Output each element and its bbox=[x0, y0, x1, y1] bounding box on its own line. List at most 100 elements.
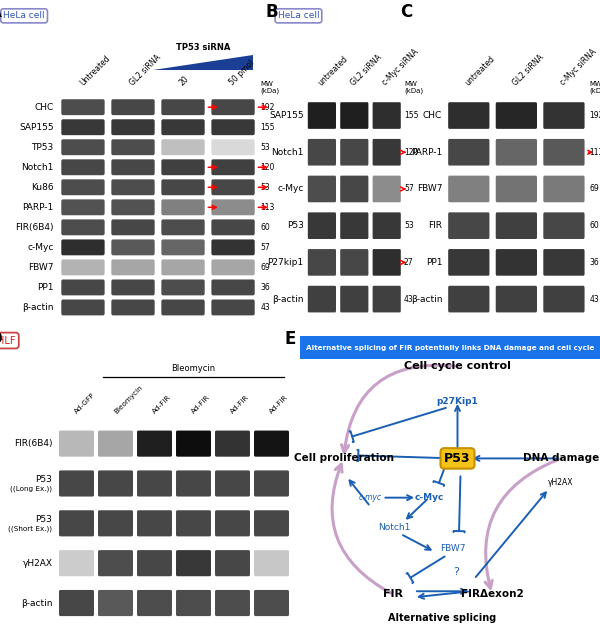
FancyBboxPatch shape bbox=[215, 510, 250, 537]
Text: FBW7: FBW7 bbox=[440, 545, 466, 554]
FancyBboxPatch shape bbox=[308, 175, 336, 203]
Text: γH2AX: γH2AX bbox=[548, 478, 574, 487]
Text: TP53 siRNA: TP53 siRNA bbox=[176, 43, 230, 52]
Text: Alternative splicing: Alternative splicing bbox=[388, 613, 497, 623]
Text: 155: 155 bbox=[260, 123, 275, 131]
FancyBboxPatch shape bbox=[373, 249, 401, 276]
FancyBboxPatch shape bbox=[543, 139, 584, 165]
Text: 60: 60 bbox=[260, 223, 270, 232]
Text: c-Myc siRNA: c-Myc siRNA bbox=[559, 48, 598, 87]
Text: FIR: FIR bbox=[428, 221, 442, 230]
Text: Ku86: Ku86 bbox=[31, 183, 54, 192]
Text: c-Myc: c-Myc bbox=[415, 493, 443, 502]
FancyBboxPatch shape bbox=[211, 220, 255, 235]
Text: Ad-GFP: Ad-GFP bbox=[74, 392, 97, 415]
Text: p27Kip1: p27Kip1 bbox=[437, 396, 478, 406]
FancyBboxPatch shape bbox=[61, 99, 104, 115]
FancyBboxPatch shape bbox=[215, 550, 250, 576]
Text: Untreated: Untreated bbox=[78, 54, 112, 87]
Text: MW
(kDa): MW (kDa) bbox=[589, 81, 600, 94]
FancyBboxPatch shape bbox=[137, 510, 172, 537]
FancyBboxPatch shape bbox=[543, 102, 584, 129]
Text: DNA damage: DNA damage bbox=[523, 454, 599, 464]
FancyBboxPatch shape bbox=[112, 179, 155, 195]
FancyBboxPatch shape bbox=[112, 139, 155, 155]
FancyBboxPatch shape bbox=[340, 102, 368, 129]
Text: HeLa cell: HeLa cell bbox=[4, 11, 45, 20]
FancyBboxPatch shape bbox=[308, 249, 336, 276]
FancyBboxPatch shape bbox=[98, 431, 133, 457]
Text: CHC: CHC bbox=[35, 103, 54, 112]
FancyBboxPatch shape bbox=[137, 470, 172, 496]
Text: Ad-FIR: Ad-FIR bbox=[152, 394, 173, 415]
Text: FIRΔexon2: FIRΔexon2 bbox=[461, 589, 523, 599]
Text: MW
(kDa): MW (kDa) bbox=[404, 81, 423, 94]
FancyBboxPatch shape bbox=[448, 175, 490, 203]
FancyBboxPatch shape bbox=[161, 259, 205, 276]
FancyBboxPatch shape bbox=[161, 199, 205, 215]
Text: Bleomycin: Bleomycin bbox=[172, 364, 215, 373]
FancyBboxPatch shape bbox=[61, 279, 104, 296]
FancyBboxPatch shape bbox=[112, 220, 155, 235]
FancyBboxPatch shape bbox=[61, 199, 104, 215]
Text: FIR(6B4): FIR(6B4) bbox=[16, 223, 54, 232]
FancyBboxPatch shape bbox=[211, 179, 255, 195]
Text: Ad-FIR: Ad-FIR bbox=[191, 394, 212, 415]
FancyBboxPatch shape bbox=[112, 99, 155, 115]
FancyBboxPatch shape bbox=[161, 240, 205, 255]
FancyBboxPatch shape bbox=[215, 590, 250, 616]
Text: ?: ? bbox=[453, 567, 459, 577]
FancyBboxPatch shape bbox=[496, 213, 537, 239]
FancyBboxPatch shape bbox=[137, 550, 172, 576]
FancyBboxPatch shape bbox=[211, 279, 255, 296]
FancyBboxPatch shape bbox=[61, 299, 104, 315]
Text: c-Myc siRNA: c-Myc siRNA bbox=[381, 48, 421, 87]
FancyBboxPatch shape bbox=[308, 213, 336, 239]
FancyBboxPatch shape bbox=[448, 286, 490, 313]
Text: 27: 27 bbox=[404, 258, 413, 267]
Text: Notch1: Notch1 bbox=[379, 523, 410, 532]
Text: 69: 69 bbox=[589, 184, 599, 194]
FancyBboxPatch shape bbox=[496, 102, 537, 129]
FancyBboxPatch shape bbox=[61, 220, 104, 235]
FancyBboxPatch shape bbox=[373, 286, 401, 313]
Text: β-actin: β-actin bbox=[22, 303, 54, 312]
Text: 69: 69 bbox=[260, 263, 270, 272]
FancyBboxPatch shape bbox=[59, 510, 94, 537]
Text: E: E bbox=[285, 330, 296, 348]
Text: c-Myc: c-Myc bbox=[277, 184, 304, 194]
FancyBboxPatch shape bbox=[61, 120, 104, 135]
FancyBboxPatch shape bbox=[254, 550, 289, 576]
Text: Ad-FIR: Ad-FIR bbox=[230, 394, 251, 415]
FancyBboxPatch shape bbox=[161, 99, 205, 115]
FancyBboxPatch shape bbox=[211, 199, 255, 215]
FancyBboxPatch shape bbox=[340, 286, 368, 313]
FancyArrowPatch shape bbox=[485, 459, 559, 588]
Text: CHC: CHC bbox=[423, 111, 442, 120]
FancyBboxPatch shape bbox=[300, 336, 600, 359]
FancyBboxPatch shape bbox=[496, 139, 537, 165]
FancyBboxPatch shape bbox=[448, 102, 490, 129]
Text: 120: 120 bbox=[404, 148, 418, 157]
FancyBboxPatch shape bbox=[176, 431, 211, 457]
Text: HeLa cell: HeLa cell bbox=[278, 11, 319, 20]
FancyBboxPatch shape bbox=[176, 590, 211, 616]
Text: FBW7: FBW7 bbox=[416, 184, 442, 194]
FancyBboxPatch shape bbox=[211, 240, 255, 255]
FancyBboxPatch shape bbox=[254, 470, 289, 496]
Text: FIR: FIR bbox=[383, 589, 403, 599]
FancyBboxPatch shape bbox=[59, 590, 94, 616]
FancyBboxPatch shape bbox=[211, 159, 255, 175]
Text: FBW7: FBW7 bbox=[28, 263, 54, 272]
FancyBboxPatch shape bbox=[543, 175, 584, 203]
Text: 192: 192 bbox=[260, 103, 275, 112]
Text: 53: 53 bbox=[260, 183, 270, 192]
FancyBboxPatch shape bbox=[448, 139, 490, 165]
Text: P53: P53 bbox=[444, 452, 471, 465]
Text: untreated: untreated bbox=[316, 54, 349, 87]
Text: SAP155: SAP155 bbox=[19, 123, 54, 131]
Text: C: C bbox=[400, 3, 412, 21]
FancyBboxPatch shape bbox=[161, 159, 205, 175]
Text: PARP-1: PARP-1 bbox=[411, 148, 442, 157]
FancyBboxPatch shape bbox=[161, 139, 205, 155]
